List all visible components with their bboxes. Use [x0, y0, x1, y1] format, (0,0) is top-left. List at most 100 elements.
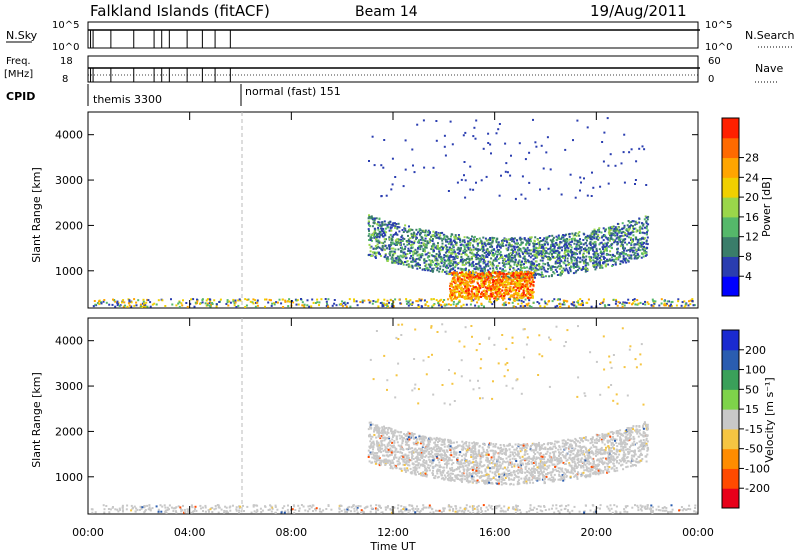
echo-cell: [516, 294, 519, 297]
echo-cell: [382, 166, 385, 169]
colorbar-swatch: [722, 177, 739, 198]
echo-cell: [267, 301, 270, 304]
echo-cell: [568, 245, 571, 248]
echo-cell: [492, 285, 495, 288]
echo-cell: [398, 230, 401, 233]
echo-cell: [372, 247, 375, 250]
echo-cell: [349, 305, 352, 308]
echo-cell: [445, 240, 447, 243]
echo-cell: [514, 274, 517, 277]
echo-cell: [528, 151, 531, 154]
echo-cell: [609, 245, 611, 247]
echo-cell: [653, 302, 656, 305]
echo-cell: [518, 285, 521, 288]
echo-cell: [394, 226, 396, 229]
echo-cell: [316, 298, 319, 301]
echo-cell: [432, 269, 435, 272]
echo-cell: [505, 281, 508, 284]
echo-cell: [474, 137, 477, 140]
echo-cell: [518, 279, 521, 282]
echo-cell: [371, 251, 374, 254]
echo-cell: [400, 455, 403, 457]
echo-cell: [573, 304, 576, 307]
echo-cell: [593, 237, 596, 240]
echo-cell: [439, 265, 442, 268]
echo-cell: [558, 268, 561, 270]
echo-cell: [496, 245, 499, 248]
colorbar-tick-label: 8: [745, 250, 752, 263]
echo-cell: [467, 243, 470, 246]
echo-cell: [386, 305, 389, 308]
echo-cell: [524, 252, 527, 255]
echo-cell: [297, 303, 300, 306]
echo-cell: [443, 134, 446, 137]
echo-cell: [587, 263, 590, 266]
echo-cell: [397, 238, 400, 241]
echo-cell: [570, 302, 573, 305]
echo-cell: [445, 270, 448, 273]
echo-cell: [353, 300, 356, 303]
echo-cell: [598, 257, 601, 259]
echo-cell: [468, 258, 471, 261]
echo-cell: [430, 248, 433, 251]
echo-cell: [424, 264, 427, 267]
echo-cell: [580, 242, 582, 245]
echo-cell: [401, 454, 404, 457]
echo-cell: [460, 286, 463, 289]
echo-cell: [446, 249, 449, 252]
echo-cell: [405, 263, 408, 266]
echo-cell: [549, 257, 552, 259]
echo-cell: [599, 264, 602, 266]
echo-cell: [503, 284, 506, 287]
echo-cell: [370, 234, 373, 236]
echo-cell: [566, 269, 569, 272]
echo-cell: [454, 284, 457, 287]
echo-cell: [400, 262, 402, 265]
echo-cell: [481, 254, 484, 257]
echo-cell: [204, 302, 207, 305]
echo-cell: [502, 282, 504, 285]
echo-cell: [448, 259, 451, 262]
echo-cell: [585, 451, 587, 454]
echo-cell: [586, 248, 589, 251]
echo-cell: [424, 246, 427, 249]
echo-cell: [372, 232, 375, 235]
echo-cell: [518, 142, 521, 145]
echo-cell: [450, 255, 453, 258]
echo-cell: [560, 260, 563, 263]
echo-cell: [612, 225, 615, 228]
echo-cell: [467, 289, 470, 292]
echo-cell: [459, 288, 462, 290]
echo-cell: [632, 249, 635, 252]
echo-cell: [453, 250, 456, 253]
echo-cell: [423, 258, 426, 261]
echo-cell: [467, 237, 470, 240]
echo-cell: [616, 434, 619, 437]
echo-cell: [461, 455, 463, 458]
echo-cell: [495, 467, 498, 470]
echo-cell: [562, 439, 565, 442]
echo-cell: [624, 238, 627, 241]
echo-cell: [254, 305, 257, 308]
echo-cell: [446, 254, 449, 257]
echo-cell: [506, 249, 509, 252]
echo-cell: [369, 237, 372, 240]
echo-cell: [481, 272, 484, 275]
echo-cell: [479, 248, 482, 251]
echo-cell: [432, 166, 435, 169]
echo-cell: [602, 243, 604, 246]
echo-cell: [639, 226, 642, 229]
echo-cell: [484, 278, 487, 281]
echo-cell: [616, 248, 618, 251]
echo-cell: [510, 282, 513, 285]
echo-cell: [413, 241, 416, 244]
echo-cell: [596, 256, 599, 259]
echo-cell: [439, 232, 442, 234]
echo-cell: [469, 281, 472, 284]
echo-cell: [386, 247, 389, 250]
echo-cell: [644, 300, 646, 303]
echo-cell: [452, 448, 455, 451]
echo-cell: [244, 298, 247, 301]
echo-cell: [496, 287, 499, 290]
